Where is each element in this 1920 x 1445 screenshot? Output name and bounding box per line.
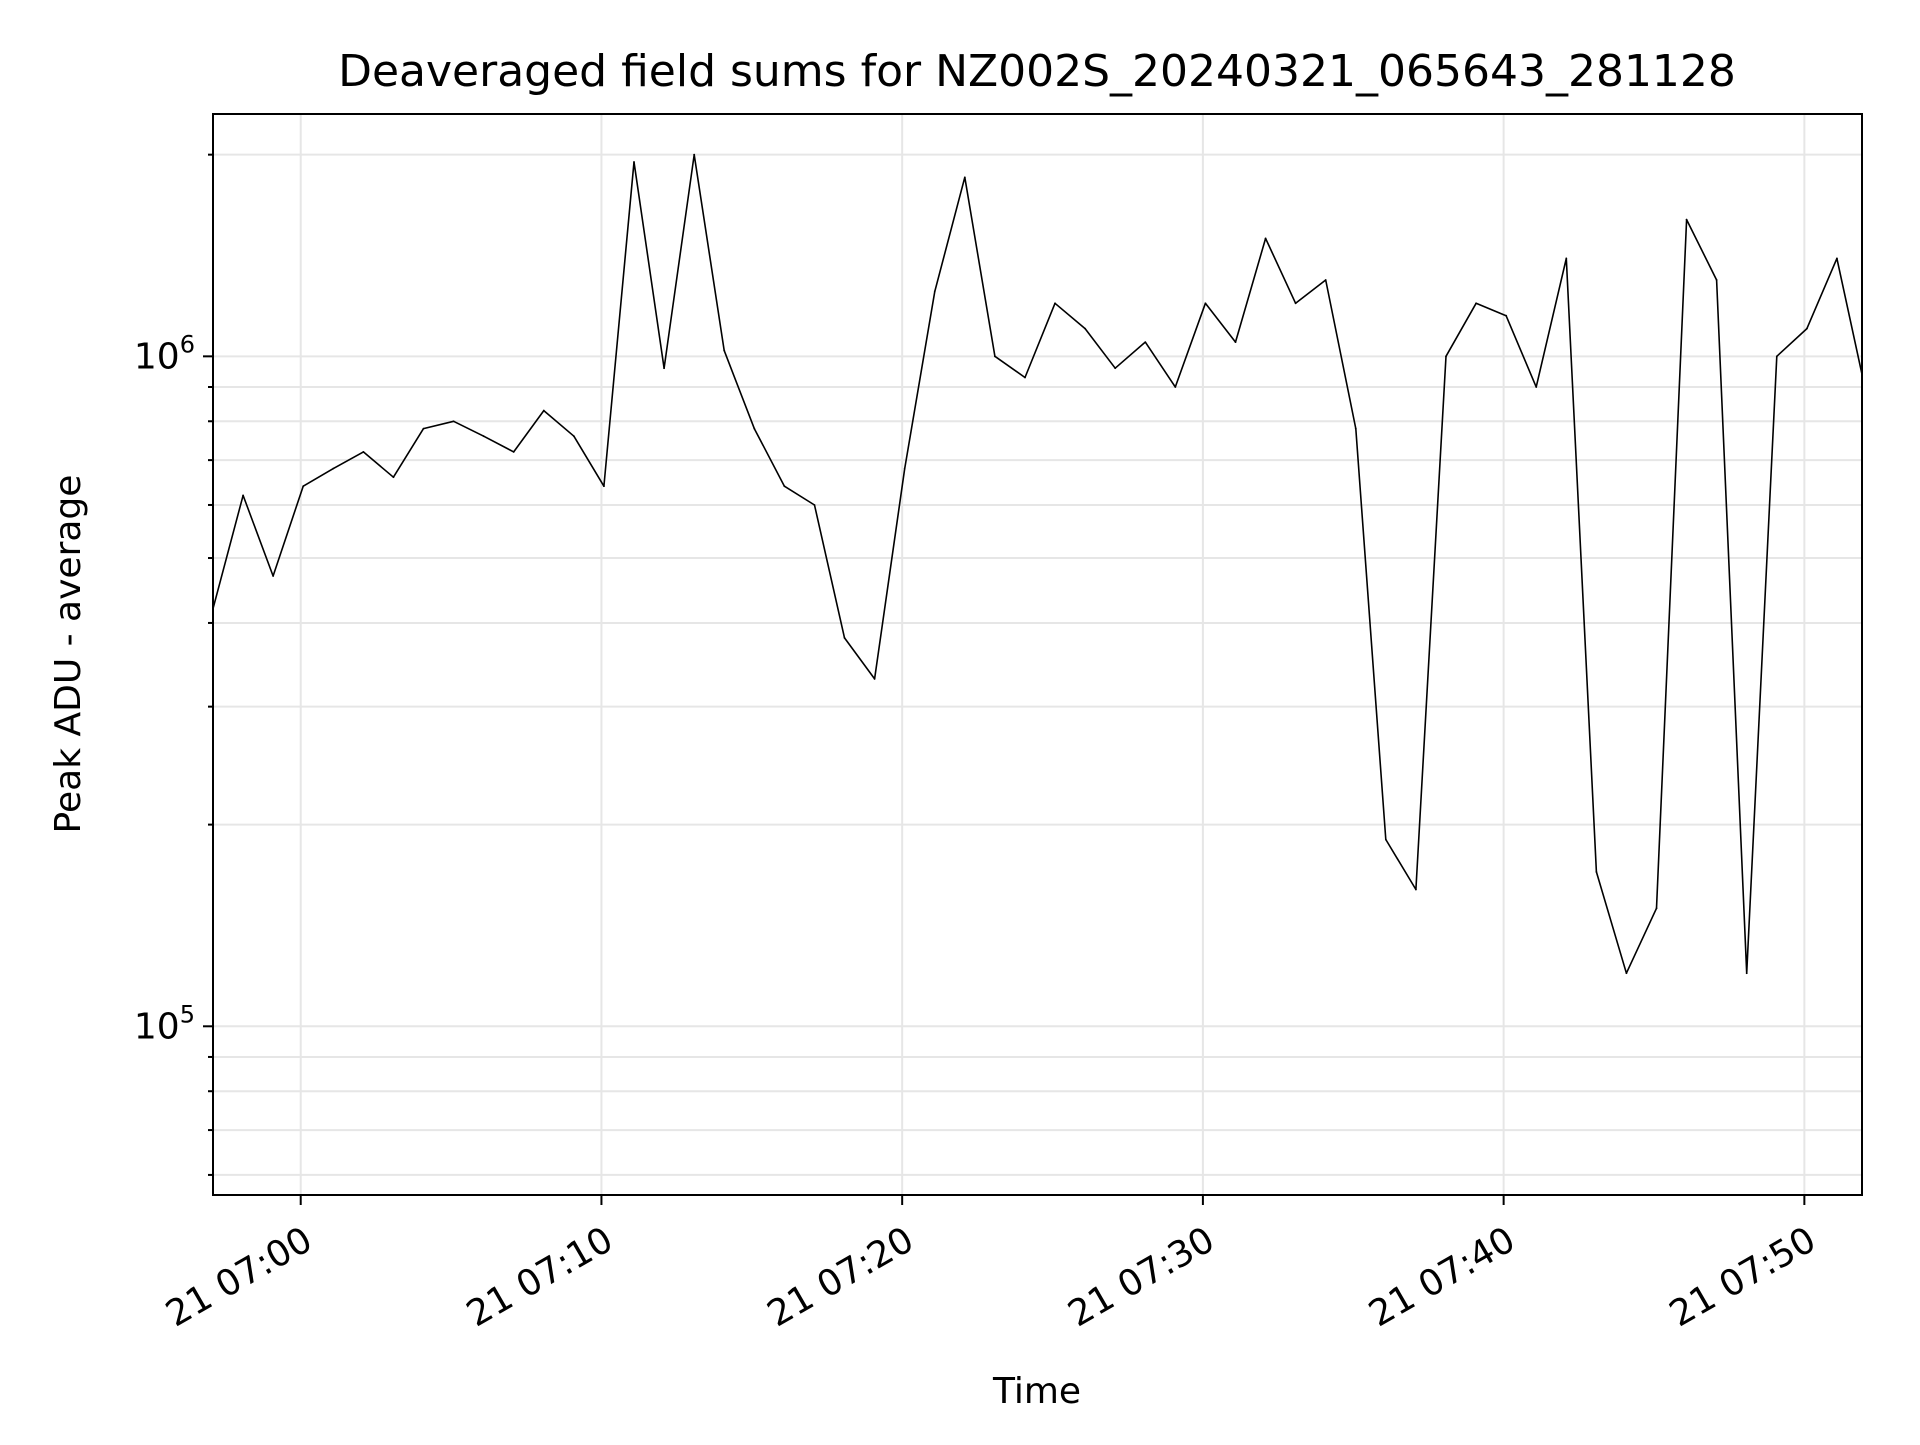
data-point [663,367,665,370]
data-point [392,476,395,479]
data-point [1415,888,1417,891]
grid [213,114,1862,1195]
data-point [1655,907,1658,910]
data-point [422,427,425,430]
data-point [993,355,996,358]
data-point [362,451,365,453]
data-point [1445,355,1447,358]
data-point [1114,367,1117,370]
data-point [693,153,696,156]
data-point [1595,871,1598,873]
data-point [963,176,966,179]
data-point [843,636,846,639]
data-point [272,575,275,577]
data-point [1084,327,1087,330]
data-point [1054,302,1056,305]
data-point [452,420,455,423]
data-point [1715,279,1718,281]
data-point [242,494,244,497]
data-point [1535,386,1538,388]
data-point [1475,302,1477,305]
data-point [933,290,936,293]
data-point [1174,386,1177,388]
data-point [1836,257,1838,260]
data-point [633,161,635,163]
data-point [783,485,786,488]
data-point [1565,257,1568,260]
data-point [1294,302,1297,305]
data-point [302,485,305,488]
data-point [1775,355,1778,358]
x-axis-label: Time [992,1371,1081,1412]
data-point [332,467,335,470]
data-point [1354,427,1357,430]
data-point [723,349,726,352]
data-point [572,435,575,438]
data-point [1144,341,1147,344]
y-axis-label: Peak ADU - average [48,475,89,834]
data-point [903,467,906,470]
series-line [212,153,1863,975]
data-point [1234,341,1237,344]
data-point [1625,972,1628,975]
chart-title: Deaveraged field sums for NZ002S_2024032… [338,46,1736,97]
data-point [1384,838,1387,841]
data-point [1685,218,1688,221]
data-point [1264,237,1267,240]
data-point [1024,376,1026,379]
data-point [873,678,876,680]
data-point [1324,279,1327,281]
data-point [603,485,605,488]
data-point [753,427,756,430]
data-point [1805,327,1808,330]
data-point [813,504,816,506]
data-point [512,451,515,453]
data-point [1745,972,1748,975]
data-point [482,435,485,438]
data-point [1505,314,1508,317]
data-point [1204,302,1207,305]
plot-frame [212,113,1863,1196]
data-point [542,409,545,412]
